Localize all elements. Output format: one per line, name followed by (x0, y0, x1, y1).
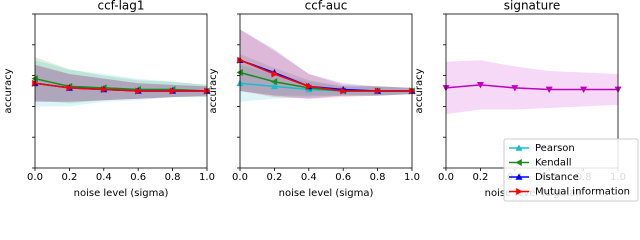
legend-marker (515, 159, 522, 166)
error-band (35, 64, 207, 102)
x-tick-label: 0.6 (335, 172, 351, 183)
x-tick-label: 0.6 (130, 172, 146, 183)
x-tick-label: 0.0 (27, 172, 43, 183)
x-tick-label: 0.0 (232, 172, 248, 183)
x-tick-label: 0.4 (96, 172, 112, 183)
error-band (35, 60, 207, 107)
legend-box (503, 138, 639, 202)
marker (169, 87, 177, 95)
marker (270, 82, 278, 90)
marker (476, 82, 484, 89)
x-tick-label: 0.0 (438, 172, 454, 183)
marker (66, 84, 73, 92)
marker (511, 85, 519, 92)
chart-title: ccf-auc (305, 0, 348, 13)
legend-marker (515, 144, 523, 151)
chart-title: ccf-lag1 (97, 0, 144, 13)
legend-label: Kendall (535, 158, 572, 169)
marker (340, 87, 347, 95)
legend: Pearson Kendall Distance Mutual information (503, 138, 639, 202)
marker (101, 85, 108, 93)
axes-frame (239, 13, 413, 169)
figure: 0.0 0.2 0.4 0.6 0.8 1.0 ccf-lag1 noise level (s… (3, 0, 639, 202)
x-tick-label: 1.0 (199, 172, 215, 183)
series-line (34, 77, 208, 92)
error-band (446, 60, 618, 115)
panel: 0.0 0.2 0.4 0.6 0.8 1.0 ccf-lag1 noise level (s… (3, 0, 215, 199)
error-band (240, 29, 412, 99)
x-tick-label: 0.4 (301, 172, 317, 183)
series-line (445, 84, 618, 91)
x-tick-label: 0.2 (266, 172, 282, 183)
axes-frame (34, 13, 208, 169)
x-tick-label: 0.8 (370, 172, 386, 183)
error-band (240, 54, 412, 96)
series-line (34, 82, 207, 92)
legend-label: Distance (535, 172, 579, 183)
marker (580, 86, 588, 93)
marker (545, 86, 553, 93)
legend-label: Mutual information (535, 187, 630, 198)
x-tick-label: 0.2 (61, 172, 77, 183)
marker (374, 87, 382, 95)
error-band (35, 64, 207, 102)
marker (270, 78, 278, 86)
y-axis-label: accuracy (208, 68, 219, 113)
series-line (239, 59, 412, 92)
x-tick-label: 0.8 (165, 172, 181, 183)
y-axis-label: accuracy (414, 68, 425, 113)
marker (271, 70, 278, 78)
x-tick-label: 0.2 (472, 172, 488, 183)
panel: 0.0 0.2 0.4 0.6 0.8 1.0 ccf-auc noise level (si… (208, 0, 420, 199)
x-tick-label: 1.0 (404, 172, 420, 183)
x-axis-label: noise level (sigma) (74, 188, 169, 199)
chart-title: signature (504, 0, 561, 13)
marker (135, 87, 142, 95)
error-band (240, 29, 412, 99)
legend-marker (515, 173, 523, 180)
legend-label: Pearson (535, 143, 575, 154)
error-band (35, 57, 207, 104)
error-band (240, 64, 412, 102)
x-axis-label: noise level (sigma) (279, 188, 374, 199)
marker (306, 82, 313, 90)
y-axis-label: accuracy (3, 68, 14, 113)
legend-marker (516, 188, 523, 195)
